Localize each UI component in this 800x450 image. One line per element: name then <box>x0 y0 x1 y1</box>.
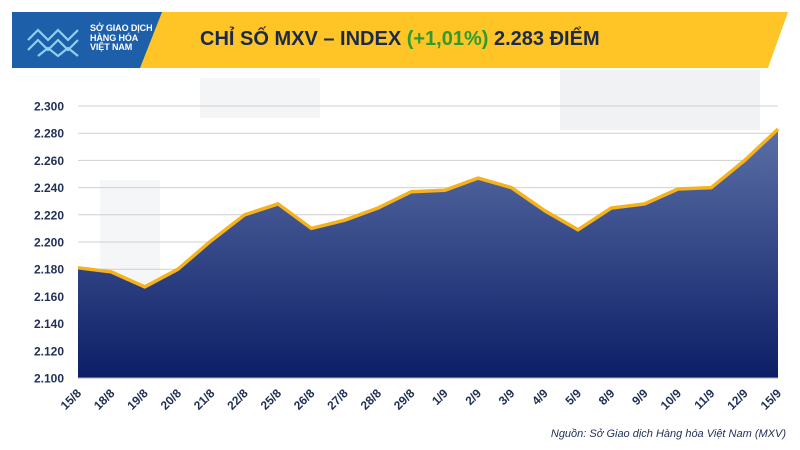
x-tick-label: 8/9 <box>596 386 618 408</box>
logo-line: VIỆT NAM <box>90 42 133 52</box>
y-tick-label: 2.240 <box>34 181 64 195</box>
x-tick-label: 12/9 <box>724 386 751 413</box>
logo-icon <box>27 28 79 58</box>
title-change: (+1,01%) <box>406 28 489 50</box>
title-prefix: CHỈ SỐ MXV – INDEX <box>200 28 402 50</box>
x-tick-label: 3/9 <box>496 386 518 408</box>
title-value: 2.283 ĐIỂM <box>494 28 600 50</box>
x-tick-label: 20/8 <box>158 386 185 413</box>
x-tick-label: 18/8 <box>91 386 118 413</box>
y-tick-label: 2.260 <box>34 154 64 168</box>
x-tick-label: 11/9 <box>692 386 718 412</box>
y-axis-ticks: 2.100 2.120 2.140 2.160 2.180 2.200 2.220 2.240… <box>34 100 64 386</box>
logo-line: HÀNG HÓA <box>90 32 139 43</box>
x-axis-ticks: 15/8 18/8 19/8 20/8 21/8 22/8 25/8 26/8 27/8 28/8… <box>58 386 785 413</box>
x-tick-label: 19/8 <box>124 386 151 413</box>
y-tick-label: 2.100 <box>34 372 64 386</box>
x-tick-label: 5/9 <box>562 386 584 408</box>
x-tick-label: 25/8 <box>258 386 285 413</box>
x-tick-label: 29/8 <box>391 386 418 413</box>
y-tick-label: 2.180 <box>34 263 64 277</box>
header-banner <box>12 12 788 68</box>
x-tick-label: 15/9 <box>758 386 785 413</box>
x-tick-label: 27/8 <box>324 386 351 413</box>
x-tick-label: 4/9 <box>529 386 551 408</box>
y-tick-label: 2.120 <box>34 344 64 358</box>
chart-title: CHỈ SỐ MXV – INDEX (+1,01%) 2.283 ĐIỂM <box>200 28 760 51</box>
x-tick-label: 10/9 <box>658 386 685 413</box>
y-tick-label: 2.300 <box>34 100 64 114</box>
x-tick-label: 26/8 <box>291 386 318 413</box>
x-tick-label: 1/9 <box>429 386 451 408</box>
x-tick-label: 2/9 <box>462 386 484 408</box>
logo-text: SỞ GIAO DỊCH HÀNG HÓA VIỆT NAM <box>90 23 170 53</box>
y-tick-label: 2.160 <box>34 290 64 304</box>
x-tick-label: 22/8 <box>224 386 251 413</box>
x-tick-label: 15/8 <box>58 386 85 413</box>
series-area <box>78 129 778 378</box>
source-note: Nguồn: Sở Giao dịch Hàng hóa Việt Nam (M… <box>550 428 786 440</box>
y-tick-label: 2.220 <box>34 208 64 222</box>
y-tick-label: 2.200 <box>34 236 64 250</box>
header-banner-shape <box>12 12 788 68</box>
x-tick-label: 21/8 <box>191 386 218 413</box>
logo-panel <box>12 12 162 68</box>
y-tick-label: 2.280 <box>34 127 64 141</box>
series-line <box>77 127 780 289</box>
y-tick-label: 2.140 <box>34 317 64 331</box>
x-tick-label: 9/9 <box>629 386 651 408</box>
logo-line: SỞ GIAO DỊCH <box>90 23 153 33</box>
x-tick-label: 28/8 <box>358 386 385 413</box>
